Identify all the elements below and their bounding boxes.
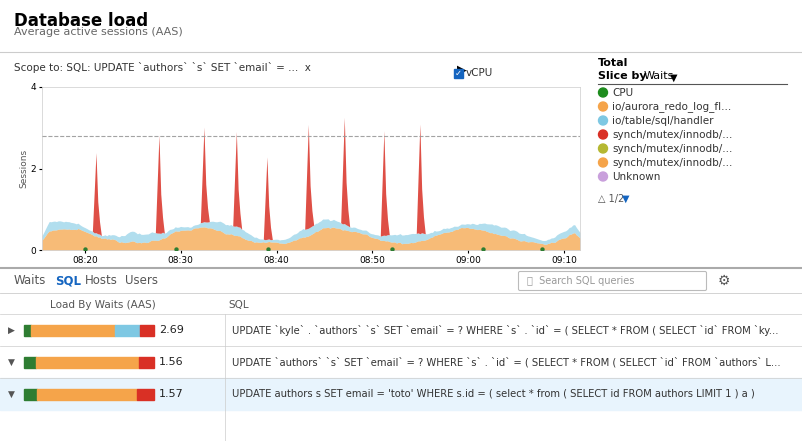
Text: ▶: ▶ xyxy=(457,63,467,76)
Text: 🔍  Search SQL queries: 🔍 Search SQL queries xyxy=(527,276,634,286)
Circle shape xyxy=(598,172,607,181)
Circle shape xyxy=(598,102,607,111)
Bar xyxy=(140,356,154,367)
Text: 1.57: 1.57 xyxy=(159,389,184,399)
Text: 1.56: 1.56 xyxy=(159,357,184,367)
Text: ⚙: ⚙ xyxy=(718,274,731,288)
Point xyxy=(536,246,549,253)
Text: Slice by: Slice by xyxy=(598,71,646,81)
Bar xyxy=(0,378,802,410)
Text: Hosts: Hosts xyxy=(84,274,117,288)
Bar xyxy=(140,325,154,336)
Circle shape xyxy=(598,144,607,153)
Text: UPDATE authors s SET email = 'toto' WHERE s.id = ( select * from ( SELECT id FRO: UPDATE authors s SET email = 'toto' WHER… xyxy=(232,389,755,399)
Text: Load By Waits (AAS): Load By Waits (AAS) xyxy=(50,300,156,310)
Text: Average active sessions (AAS): Average active sessions (AAS) xyxy=(14,27,183,37)
Circle shape xyxy=(598,116,607,125)
Bar xyxy=(454,69,463,78)
Text: UPDATE `kyle` . `authors` `s` SET `email` = ? WHERE `s` . `id` = ( SELECT * FROM: UPDATE `kyle` . `authors` `s` SET `email… xyxy=(232,325,779,336)
Text: Total: Total xyxy=(598,58,629,68)
Text: SQL: SQL xyxy=(55,274,81,288)
Point xyxy=(385,246,398,253)
Bar xyxy=(0,268,802,441)
Text: synch/mutex/innodb/...: synch/mutex/innodb/... xyxy=(612,130,732,139)
Bar xyxy=(1,378,801,410)
Bar xyxy=(38,389,137,400)
Circle shape xyxy=(598,88,607,97)
Bar xyxy=(0,314,802,346)
Circle shape xyxy=(598,130,607,139)
Text: ▼: ▼ xyxy=(7,389,14,399)
FancyBboxPatch shape xyxy=(519,272,707,291)
Bar xyxy=(0,346,802,378)
Point xyxy=(79,246,91,253)
Y-axis label: Sessions: Sessions xyxy=(19,149,28,188)
Bar xyxy=(30,325,115,336)
Text: synch/mutex/innodb/...: synch/mutex/innodb/... xyxy=(612,157,732,168)
Bar xyxy=(0,296,802,314)
Bar xyxy=(137,389,154,400)
Text: Waits: Waits xyxy=(644,71,674,81)
Bar xyxy=(36,356,140,367)
Circle shape xyxy=(598,158,607,167)
Bar xyxy=(24,389,38,400)
Text: Database load: Database load xyxy=(14,12,148,30)
Text: Unknown: Unknown xyxy=(612,172,660,182)
Bar xyxy=(0,268,802,293)
Text: CPU: CPU xyxy=(612,87,633,97)
Point xyxy=(261,246,274,253)
Text: 2.69: 2.69 xyxy=(159,325,184,335)
Bar xyxy=(24,325,30,336)
Text: SQL: SQL xyxy=(228,300,249,310)
Bar xyxy=(24,356,36,367)
Point xyxy=(476,246,489,253)
Text: io/aurora_redo_log_fl...: io/aurora_redo_log_fl... xyxy=(612,101,731,112)
Text: ▼: ▼ xyxy=(670,73,678,83)
Text: Scope to: SQL: UPDATE `authors` `s` SET `email` = ...  x: Scope to: SQL: UPDATE `authors` `s` SET … xyxy=(14,62,311,73)
Text: △ 1/2: △ 1/2 xyxy=(598,194,624,204)
Text: Waits: Waits xyxy=(14,274,47,288)
Bar xyxy=(115,325,140,336)
Text: ▼: ▼ xyxy=(622,194,630,204)
Text: io/table/sql/handler: io/table/sql/handler xyxy=(612,116,714,126)
Text: Users: Users xyxy=(125,274,159,288)
Text: vCPU: vCPU xyxy=(466,68,493,78)
Text: synch/mutex/innodb/...: synch/mutex/innodb/... xyxy=(612,143,732,153)
Point xyxy=(170,246,183,253)
Text: ✓: ✓ xyxy=(455,69,462,78)
Text: ▶: ▶ xyxy=(7,325,14,335)
Text: ▼: ▼ xyxy=(7,358,14,366)
Bar xyxy=(0,268,802,441)
Text: UPDATE `authors` `s` SET `email` = ? WHERE `s` . `id` = ( SELECT * FROM ( SELECT: UPDATE `authors` `s` SET `email` = ? WHE… xyxy=(232,357,780,367)
